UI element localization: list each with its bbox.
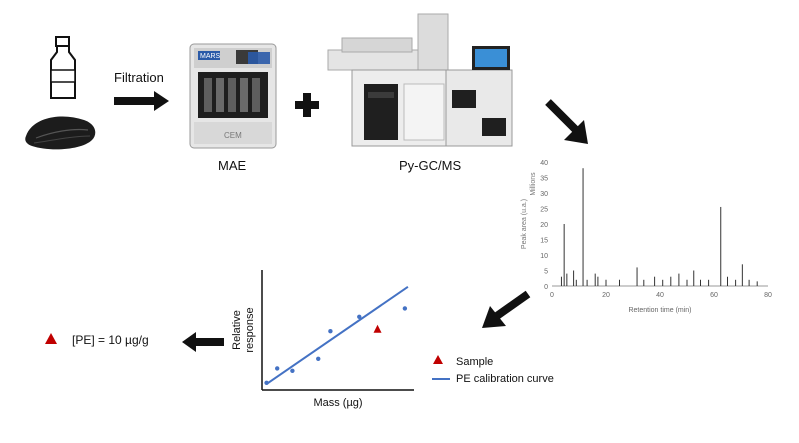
result-marker-icon	[45, 333, 57, 344]
calibration-point	[402, 306, 408, 311]
legend-curve-line	[432, 378, 450, 380]
calibration-point	[275, 366, 280, 371]
result-label: [PE] = 10 µg/g	[72, 333, 149, 347]
calibration-point	[357, 314, 362, 319]
chromatogram-y-label: Peak area (u.a.)	[521, 199, 528, 249]
sample-marker	[373, 324, 382, 333]
calibration-y-label: response	[244, 307, 256, 352]
pygcms-label: Py-GC/MS	[399, 158, 462, 173]
calibration-y-label: Relative	[231, 310, 243, 350]
arrow-to-calibration	[482, 290, 531, 328]
mae-model: CEM	[224, 131, 242, 140]
legend-curve-label: PE calibration curve	[456, 373, 554, 385]
calibration-x-label: Mass (µg)	[313, 397, 362, 409]
chromatogram-y-tick: 30	[540, 191, 548, 198]
chromatogram-y-tick: 20	[540, 222, 548, 229]
arrow-to-chromatogram	[545, 99, 588, 144]
legend-sample-marker	[433, 355, 443, 364]
filtration-label: Filtration	[114, 70, 164, 85]
legend-sample-label: Sample	[456, 356, 494, 368]
chromatogram-y-tick: 5	[544, 269, 548, 276]
calibration-point	[328, 329, 333, 334]
chromatogram-y-tick: 40	[540, 160, 548, 167]
chromatogram-x-tick: 80	[764, 292, 772, 299]
mussel-icon	[25, 116, 96, 150]
plus-icon	[295, 93, 319, 117]
chromatogram-x-tick: 60	[710, 292, 718, 299]
mae-device: MARS CEM	[189, 43, 277, 149]
filtration-arrow	[114, 91, 169, 111]
chromatogram-x-label: Retention time (min)	[628, 307, 691, 314]
calibration-point	[316, 356, 321, 361]
chromatogram-y-tick: 25	[540, 207, 548, 214]
mae-label: MAE	[218, 158, 247, 173]
pygcms-instrument	[327, 13, 513, 147]
calibration-curve-line	[265, 285, 409, 385]
arrow-to-result	[182, 332, 224, 352]
chromatogram-y-tick: 0	[544, 284, 548, 291]
chromatogram-y-multiplier: Millions	[530, 172, 537, 196]
chromatogram-x-tick: 20	[602, 292, 610, 299]
chromatogram-y-tick: 10	[540, 253, 548, 260]
bottle-icon	[50, 36, 76, 99]
chromatogram-x-tick: 40	[656, 292, 664, 299]
chromatogram-chart: 0 5 10 15 20 25 30 35 40 0 20 40 60 80 Retention time …	[521, 160, 772, 314]
calibration-point	[264, 380, 269, 385]
mae-brand: MARS	[200, 53, 221, 60]
calibration-chart: Mass (µg) Relative response	[231, 270, 414, 409]
chromatogram-x-tick: 0	[550, 292, 554, 299]
chromatogram-y-tick: 35	[540, 176, 548, 183]
calibration-point	[290, 368, 295, 373]
chromatogram-y-tick: 15	[540, 238, 548, 245]
